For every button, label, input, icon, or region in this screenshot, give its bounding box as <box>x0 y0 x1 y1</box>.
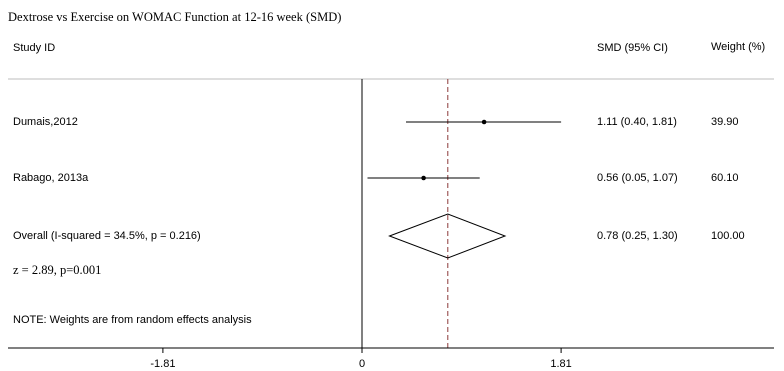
z-statistic: z = 2.89, p=0.001 <box>13 263 102 277</box>
study-point-rabago <box>421 175 426 181</box>
weights-note: NOTE: Weights are from random effects an… <box>13 314 252 326</box>
chart-title: Dextrose vs Exercise on WOMAC Function a… <box>8 10 342 24</box>
study-ci-dumais: 1.11 (0.40, 1.81) <box>597 116 677 128</box>
study-ci-rabago: 0.56 (0.05, 1.07) <box>597 172 678 184</box>
x-axis-ticks: -1.81 0 1.81 <box>150 348 572 370</box>
x-tick-label: -1.81 <box>150 358 175 370</box>
study-point-dumais <box>481 119 487 125</box>
weight-header: Weight (%) <box>711 41 766 53</box>
x-tick-label: 0 <box>359 358 365 370</box>
smd-ci-header: SMD (95% CI) <box>597 42 668 54</box>
study-weight-rabago: 60.10 <box>711 172 739 184</box>
study-label-rabago: Rabago, 2013a <box>13 172 89 184</box>
overall-weight: 100.00 <box>711 230 745 242</box>
x-tick-label: 1.81 <box>550 358 571 370</box>
overall-ci: 0.78 (0.25, 1.30) <box>597 230 678 242</box>
overall-diamond <box>388 213 507 259</box>
study-label-dumais: Dumais,2012 <box>13 116 78 128</box>
study-weight-dumais: 39.90 <box>711 116 739 128</box>
study-id-header: Study ID <box>13 42 56 54</box>
overall-label: Overall (I-squared = 34.5%, p = 0.216) <box>13 230 201 242</box>
